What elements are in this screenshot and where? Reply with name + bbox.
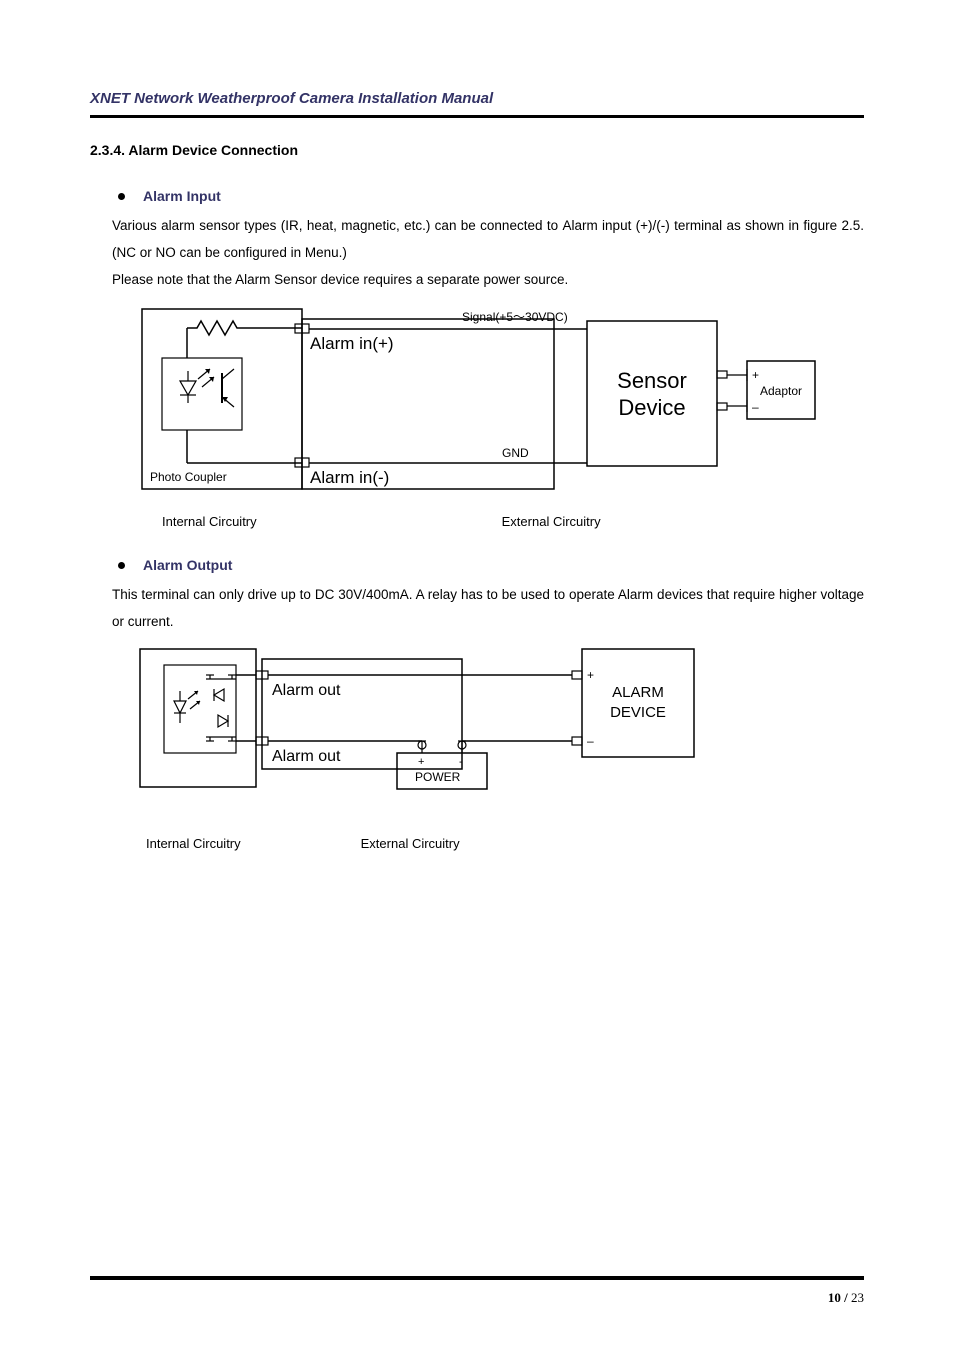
page-number: 10 / 23 <box>828 1290 864 1306</box>
page: XNET Network Weatherproof Camera Install… <box>0 0 954 1350</box>
alarm-dev-plus: + <box>587 668 594 682</box>
caption-internal-1: Internal Circuitry <box>162 514 257 529</box>
caption-internal-2: Internal Circuitry <box>146 836 241 851</box>
alarm-output-bullet: Alarm Output <box>118 557 864 573</box>
page-current: 10 <box>828 1290 841 1305</box>
alarm-output-p1: This terminal can only drive up to DC 30… <box>112 587 864 629</box>
power-minus: - <box>459 756 463 768</box>
power-label: POWER <box>415 770 461 784</box>
alarm-input-captions: Internal Circuitry External Circuitry <box>132 514 864 529</box>
footer-rule <box>90 1276 864 1280</box>
bullet-icon <box>118 562 125 569</box>
alarm-output-diagram: Alarm out Alarm out + - POWER + – ALARM … <box>132 645 864 830</box>
alarm-out-label-top: Alarm out <box>272 682 341 699</box>
alarm-out-label-bot: Alarm out <box>272 748 341 765</box>
signal-label: Signal(+5～30VDC) <box>462 310 568 324</box>
power-plus: + <box>418 756 424 768</box>
adaptor-minus: – <box>752 400 759 414</box>
header-rule <box>90 115 864 118</box>
alarm-input-p1b: Alarm <box>562 218 597 233</box>
alarm-input-text: Various alarm sensor types (IR, heat, ma… <box>112 212 864 293</box>
bullet-icon <box>118 193 125 200</box>
sensor-label-1: Sensor <box>617 368 687 393</box>
alarm-input-p1a: Various alarm sensor types (IR, heat, ma… <box>112 218 562 233</box>
alarm-input-p2: Please note that the Alarm Sensor device… <box>112 272 568 287</box>
alarm-in-plus-label: Alarm in(+) <box>310 334 394 353</box>
page-total: 23 <box>851 1290 864 1305</box>
alarm-device-label-2: DEVICE <box>610 704 666 721</box>
alarm-in-minus-label: Alarm in(-) <box>310 468 389 487</box>
caption-external-1: External Circuitry <box>502 514 601 529</box>
sensor-label-2: Device <box>618 395 685 420</box>
adaptor-plus: + <box>752 368 759 382</box>
alarm-input-label: Alarm Input <box>143 188 221 204</box>
alarm-input-diagram: Photo Coupler Alarm in(+) Alarm in(-) Si… <box>132 303 864 508</box>
caption-external-2: External Circuitry <box>361 836 460 851</box>
alarm-dev-minus: – <box>587 734 594 748</box>
doc-header-title: XNET Network Weatherproof Camera Install… <box>90 90 864 107</box>
section-heading: 2.3.4. Alarm Device Connection <box>90 142 864 158</box>
alarm-device-label-1: ALARM <box>612 684 664 701</box>
page-sep: / <box>841 1290 851 1305</box>
alarm-output-label: Alarm Output <box>143 557 232 573</box>
alarm-output-captions: Internal Circuitry External Circuitry <box>132 836 864 851</box>
gnd-label: GND <box>502 446 529 460</box>
alarm-input-bullet: Alarm Input <box>118 188 864 204</box>
photo-coupler-label: Photo Coupler <box>150 470 227 484</box>
adaptor-label: Adaptor <box>760 384 802 398</box>
alarm-output-text: This terminal can only drive up to DC 30… <box>112 581 864 635</box>
